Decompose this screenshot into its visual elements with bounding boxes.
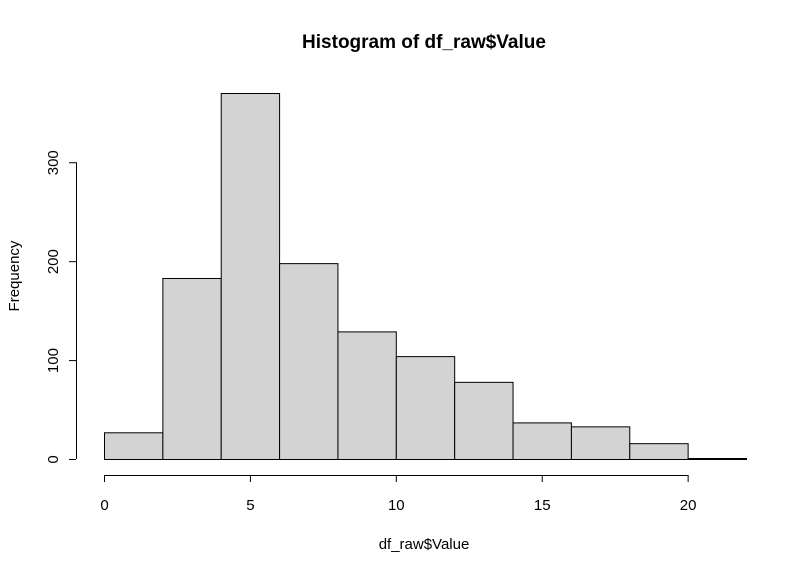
y-axis-label: Frequency bbox=[6, 240, 23, 311]
histogram-bar-2 bbox=[220, 93, 281, 460]
histogram-bar-7 bbox=[512, 422, 572, 460]
y-axis: 0 100 200 300 bbox=[45, 150, 77, 464]
histogram-bar-5 bbox=[395, 356, 456, 461]
x-tick-label-2: 10 bbox=[388, 497, 405, 514]
chart-title: Histogram of df_raw$Value bbox=[302, 32, 546, 53]
y-tick-label-2: 200 bbox=[45, 249, 62, 274]
histogram-bar-10 bbox=[687, 458, 747, 460]
histogram-bars bbox=[104, 93, 747, 461]
x-axis-label: df_raw$Value bbox=[379, 536, 470, 553]
y-tick-label-0: 0 bbox=[45, 455, 62, 463]
histogram-bar-0 bbox=[104, 432, 164, 461]
x-axis: 0 5 10 15 20 bbox=[100, 475, 696, 514]
histogram-bar-3 bbox=[279, 263, 339, 460]
x-tick-label-0: 0 bbox=[100, 497, 108, 514]
histogram-bar-9 bbox=[629, 443, 689, 461]
histogram-bar-6 bbox=[454, 381, 514, 460]
histogram-bar-1 bbox=[162, 277, 222, 461]
x-tick-label-4: 20 bbox=[680, 497, 697, 514]
x-tick-label-1: 5 bbox=[246, 497, 254, 514]
histogram-bar-4 bbox=[337, 331, 397, 460]
y-tick-label-3: 300 bbox=[45, 150, 62, 175]
x-tick-label-3: 15 bbox=[534, 497, 551, 514]
histogram-bar-8 bbox=[570, 426, 631, 460]
y-tick-label-1: 100 bbox=[45, 348, 62, 373]
